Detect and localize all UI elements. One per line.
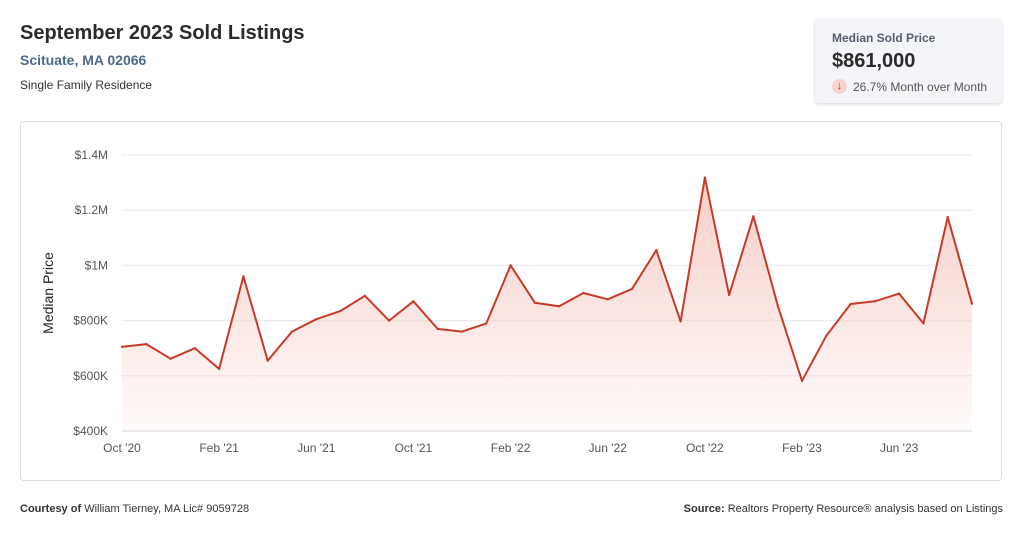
courtesy-text: William Tierney, MA Lic# 9059728 bbox=[84, 503, 250, 515]
data-point bbox=[266, 359, 269, 362]
source-footer: Source: Realtors Property Resource® anal… bbox=[684, 503, 1003, 515]
data-point bbox=[703, 176, 707, 179]
data-point bbox=[193, 347, 197, 350]
x-tick-label: Feb '22 bbox=[491, 441, 531, 455]
data-point bbox=[606, 298, 609, 301]
x-tick-label: Feb '21 bbox=[199, 441, 239, 455]
median-price-chart: $400K $600K $800K $1M $1.2M $1.4M Oct '20 Feb '… bbox=[40, 148, 974, 455]
data-point bbox=[897, 292, 901, 295]
data-point bbox=[946, 215, 949, 219]
data-point bbox=[679, 320, 682, 323]
data-point bbox=[727, 293, 731, 297]
x-tick-label: Jun '23 bbox=[880, 441, 919, 455]
data-point bbox=[509, 264, 512, 267]
page-title: September 2023 Sold Listings bbox=[20, 22, 305, 44]
x-tick-label: Oct '20 bbox=[103, 441, 141, 455]
x-tick-label: Oct '22 bbox=[686, 441, 724, 455]
data-point bbox=[630, 287, 634, 291]
series-line bbox=[121, 176, 973, 382]
data-point bbox=[582, 291, 585, 295]
property-type-label: Single Family Residence bbox=[20, 78, 153, 92]
chart-frame bbox=[20, 121, 1002, 481]
data-point bbox=[412, 300, 415, 303]
data-point bbox=[655, 249, 658, 252]
y-tick-label: $1M bbox=[85, 258, 108, 272]
data-point bbox=[436, 327, 439, 331]
data-point bbox=[485, 322, 488, 325]
x-tick-label: Oct '21 bbox=[395, 441, 433, 455]
data-point bbox=[800, 379, 804, 382]
data-point bbox=[752, 215, 755, 218]
stat-change-text: 26.7% Month over Month bbox=[853, 79, 988, 94]
arrow-down-icon: ↓ bbox=[832, 79, 847, 94]
x-tick-label: Feb '23 bbox=[782, 441, 822, 455]
y-tick-label: $1.2M bbox=[75, 203, 108, 217]
data-point bbox=[873, 300, 877, 303]
stat-change: ↓ 26.7% Month over Month bbox=[832, 79, 987, 94]
data-point bbox=[970, 302, 974, 305]
data-point bbox=[460, 330, 464, 333]
stat-label: Median Sold Price bbox=[832, 31, 936, 45]
data-point bbox=[169, 357, 172, 360]
data-point bbox=[776, 304, 779, 307]
y-tick-label: $1.4M bbox=[75, 148, 108, 162]
courtesy-footer: Courtesy of William Tierney, MA Lic# 905… bbox=[20, 503, 249, 515]
data-point bbox=[387, 319, 391, 322]
location-subtitle: Scituate, MA 02066 bbox=[20, 52, 147, 68]
data-point bbox=[825, 334, 828, 337]
y-tick-label: $800K bbox=[73, 314, 108, 328]
y-tick-label: $600K bbox=[73, 369, 108, 383]
data-point bbox=[849, 302, 852, 306]
courtesy-label: Courtesy of bbox=[20, 503, 82, 515]
y-tick-label: $400K bbox=[73, 424, 108, 438]
x-tick-label: Jun '22 bbox=[589, 441, 628, 455]
data-point bbox=[533, 301, 537, 304]
data-point bbox=[217, 367, 221, 371]
median-price-card: Median Sold Price $861,000 ↓ 26.7% Month… bbox=[815, 19, 1002, 103]
source-label: Source: bbox=[683, 503, 725, 515]
data-point bbox=[922, 322, 925, 325]
data-point bbox=[290, 330, 294, 333]
stat-value: $861,000 bbox=[832, 50, 916, 72]
data-point bbox=[120, 345, 124, 349]
data-point bbox=[145, 342, 148, 346]
data-point bbox=[339, 309, 342, 313]
data-point bbox=[363, 294, 367, 297]
x-tick-label: Jun '21 bbox=[297, 441, 336, 455]
data-point bbox=[315, 318, 318, 321]
y-axis-title: Median Price bbox=[40, 252, 56, 334]
data-point bbox=[557, 305, 561, 308]
data-point bbox=[242, 275, 245, 278]
source-text: Realtors Property Resource® analysis bas… bbox=[727, 503, 1003, 515]
